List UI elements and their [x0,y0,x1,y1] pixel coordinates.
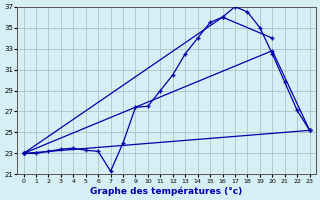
X-axis label: Graphe des températures (°c): Graphe des températures (°c) [91,186,243,196]
